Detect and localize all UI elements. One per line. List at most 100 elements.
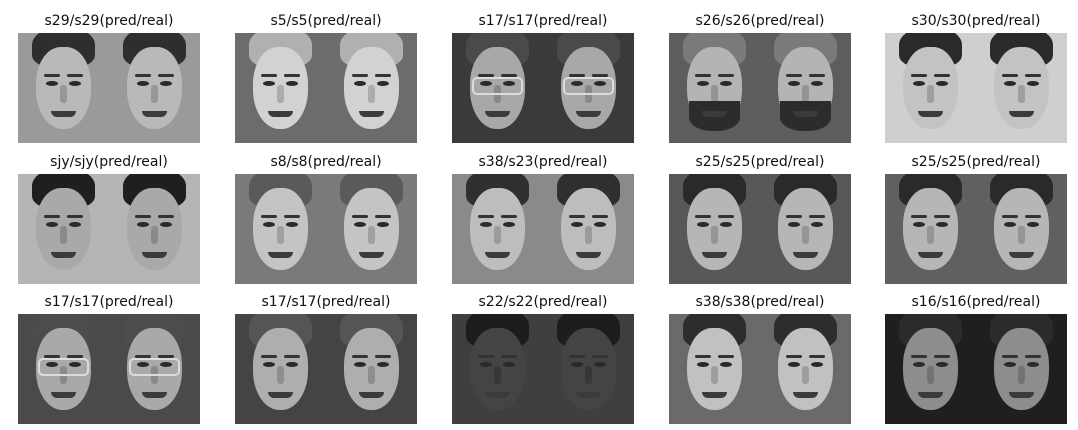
mouth: [1009, 111, 1034, 117]
left-brow: [261, 74, 277, 77]
nose: [277, 226, 284, 244]
right-brow: [501, 215, 517, 218]
predicted-face-image: [235, 33, 326, 143]
mouth: [576, 392, 601, 398]
nose: [60, 226, 67, 244]
right-brow: [1025, 355, 1041, 358]
mouth: [51, 252, 76, 258]
left-brow: [786, 74, 802, 77]
predicted-face-image: [18, 174, 109, 284]
left-brow: [1002, 355, 1018, 358]
right-eye: [377, 81, 389, 86]
left-brow: [786, 215, 802, 218]
left-eye: [137, 362, 149, 367]
right-brow: [934, 74, 950, 77]
real-face-image: [326, 33, 417, 143]
nose: [1018, 366, 1025, 384]
mouth: [268, 111, 293, 117]
right-eye: [594, 222, 606, 227]
nose: [802, 85, 809, 103]
real-face-image: [109, 174, 200, 284]
right-brow: [934, 215, 950, 218]
mouth: [485, 111, 510, 117]
mouth: [142, 111, 167, 117]
mouth: [268, 392, 293, 398]
face-image-pair: [669, 174, 851, 284]
left-brow: [44, 74, 60, 77]
mouth: [359, 111, 384, 117]
pair-caption: s29/s29(pred/real): [44, 13, 174, 29]
face-image-pair: [669, 33, 851, 143]
predicted-face-image: [669, 314, 760, 424]
left-brow: [44, 355, 60, 358]
left-eye: [480, 222, 492, 227]
mouth: [793, 111, 818, 117]
right-eye: [160, 222, 172, 227]
left-eye: [480, 362, 492, 367]
glasses: [472, 77, 523, 95]
left-eye: [354, 222, 366, 227]
mouth: [793, 252, 818, 258]
nose: [151, 85, 158, 103]
pair-caption: s30/s30(pred/real): [911, 13, 1041, 29]
right-eye: [936, 222, 948, 227]
predicted-face-image: [235, 314, 326, 424]
right-eye: [160, 362, 172, 367]
left-eye: [137, 81, 149, 86]
left-eye: [913, 81, 925, 86]
right-brow: [718, 215, 734, 218]
mouth: [702, 252, 727, 258]
nose: [927, 226, 934, 244]
right-eye: [936, 81, 948, 86]
mouth: [359, 252, 384, 258]
right-brow: [592, 355, 608, 358]
real-face-image: [326, 174, 417, 284]
predicted-face-image: [235, 174, 326, 284]
real-face-image: [760, 174, 851, 284]
face-image-pair: [18, 33, 200, 143]
nose: [585, 226, 592, 244]
pair-caption: s22/s22(pred/real): [478, 294, 608, 310]
real-face-image: [976, 33, 1067, 143]
nose: [711, 85, 718, 103]
nose: [802, 366, 809, 384]
left-eye: [913, 222, 925, 227]
right-eye: [377, 362, 389, 367]
left-eye: [571, 81, 583, 86]
left-eye: [46, 222, 58, 227]
real-face-image: [976, 314, 1067, 424]
face-image-pair: [18, 314, 200, 424]
right-eye: [594, 81, 606, 86]
pair-caption: s17/s17(pred/real): [261, 294, 391, 310]
right-eye: [594, 362, 606, 367]
right-eye: [720, 362, 732, 367]
pair-caption: sjy/sjy(pred/real): [50, 154, 168, 170]
mouth: [359, 392, 384, 398]
left-eye: [46, 81, 58, 86]
right-brow: [809, 74, 825, 77]
left-brow: [695, 355, 711, 358]
nose: [151, 226, 158, 244]
left-eye: [697, 81, 709, 86]
right-brow: [158, 215, 174, 218]
mouth: [1009, 392, 1034, 398]
left-eye: [788, 81, 800, 86]
right-eye: [936, 362, 948, 367]
real-face-image: [109, 33, 200, 143]
mouth: [576, 111, 601, 117]
left-eye: [788, 222, 800, 227]
pair-caption: s25/s25(pred/real): [695, 154, 825, 170]
nose: [494, 226, 501, 244]
left-eye: [137, 222, 149, 227]
right-eye: [69, 81, 81, 86]
real-face-image: [326, 314, 417, 424]
right-eye: [377, 222, 389, 227]
face-image-pair: [452, 33, 634, 143]
right-brow: [67, 355, 83, 358]
left-eye: [571, 222, 583, 227]
left-brow: [352, 355, 368, 358]
real-face-image: [760, 314, 851, 424]
predicted-face-image: [885, 174, 976, 284]
left-eye: [1004, 81, 1016, 86]
pair-caption: s16/s16(pred/real): [911, 294, 1041, 310]
